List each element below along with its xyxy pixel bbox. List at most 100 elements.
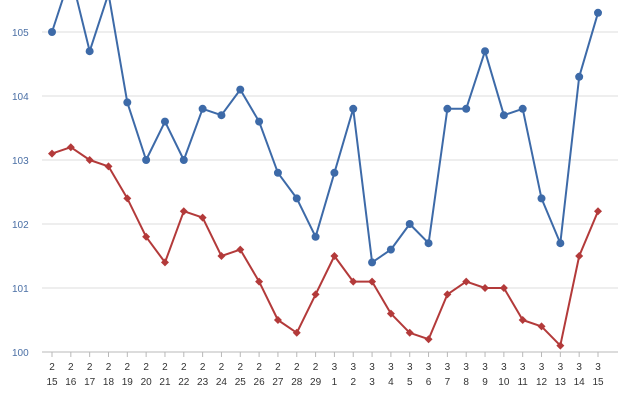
series-1-point: [198, 104, 207, 113]
x-tick-label-day: 26: [254, 377, 266, 388]
series-1-point: [424, 239, 433, 248]
x-tick-label-month: 3: [576, 362, 582, 373]
series-2-point: [179, 207, 188, 216]
series-1-point: [292, 194, 301, 203]
series-1-point: [349, 104, 358, 113]
x-tick-label-month: 3: [388, 362, 394, 373]
series-1-point: [311, 232, 320, 241]
series-2-point: [424, 335, 433, 344]
x-tick-label-day: 10: [498, 377, 510, 388]
x-tick-label-day: 27: [272, 377, 284, 388]
y-tick-label: 104: [12, 92, 29, 103]
series-2-point: [198, 213, 207, 222]
x-tick-label-day: 15: [46, 377, 58, 388]
series-1-point: [575, 72, 584, 81]
series-1-point: [386, 245, 395, 254]
x-tick-label-month: 3: [539, 362, 545, 373]
x-tick-label-day: 5: [407, 377, 413, 388]
series-2-point: [236, 245, 245, 254]
x-tick-label-month: 2: [106, 362, 112, 373]
x-tick-label-month: 3: [332, 362, 338, 373]
series-2-point: [556, 341, 565, 350]
series-1-point: [123, 98, 132, 107]
series-1-point: [255, 117, 264, 126]
x-tick-label-month: 2: [237, 362, 243, 373]
series-1-point: [48, 28, 56, 36]
series-1-point: [405, 220, 414, 228]
series-2-point: [66, 143, 75, 152]
series-1-point: [518, 104, 527, 113]
y-tick-label: 103: [12, 156, 29, 167]
x-tick-label-month: 3: [407, 362, 413, 373]
x-tick-label-day: 1: [332, 377, 338, 388]
series-1-point: [481, 47, 490, 56]
x-tick-label-day: 14: [574, 377, 586, 388]
series-1-point: [537, 194, 546, 203]
x-tick-label-day: 20: [141, 377, 153, 388]
series-2-point: [85, 156, 94, 164]
series-2-point: [292, 328, 301, 337]
series-2-point: [518, 316, 527, 324]
x-tick-label-day: 8: [463, 377, 469, 388]
x-tick-label-day: 6: [426, 377, 432, 388]
x-axis: 2152162172182192202212222232242252262272…: [46, 352, 604, 388]
series-2-point: [537, 322, 546, 331]
x-tick-label-day: 11: [517, 377, 528, 388]
series-2-point: [594, 207, 602, 216]
series-2-point: [330, 252, 339, 260]
series-1-point: [330, 168, 339, 177]
x-tick-label-month: 2: [49, 362, 55, 373]
series-2-point: [311, 290, 320, 299]
y-tick-label: 105: [12, 28, 29, 39]
series-2-point: [123, 194, 132, 203]
series-1-point: [179, 156, 188, 164]
x-tick-label-day: 13: [555, 377, 567, 388]
x-tick-label-month: 2: [68, 362, 74, 373]
series-2-line: [51, 146, 599, 347]
x-tick-label-day: 23: [197, 377, 209, 388]
series-1-line: [51, 0, 599, 264]
x-tick-label-day: 17: [84, 377, 96, 388]
x-tick-label-day: 2: [350, 377, 356, 388]
x-tick-label-month: 2: [87, 362, 93, 373]
x-tick-label-month: 2: [162, 362, 168, 373]
x-tick-label-day: 18: [103, 377, 115, 388]
series-1-point: [556, 239, 565, 248]
x-tick-label-day: 21: [159, 377, 171, 388]
series-2-point: [499, 284, 508, 292]
x-tick-label-month: 2: [294, 362, 300, 373]
x-tick-label-month: 2: [275, 362, 281, 373]
series-1-point: [273, 168, 282, 177]
x-tick-label-month: 2: [256, 362, 262, 373]
series-2-point: [386, 309, 395, 318]
series-1-point: [217, 111, 226, 120]
series-2-point: [481, 284, 490, 292]
x-tick-label-month: 2: [313, 362, 319, 373]
x-tick-label-day: 15: [592, 377, 604, 388]
series-2-point: [349, 277, 358, 286]
x-tick-label-month: 2: [143, 362, 149, 373]
x-tick-label-month: 3: [501, 362, 507, 373]
series-2-point: [142, 232, 151, 241]
series-2-point: [217, 252, 226, 260]
x-tick-label-day: 29: [310, 377, 322, 388]
x-tick-label-month: 3: [350, 362, 356, 373]
series-1-point: [443, 104, 452, 113]
x-tick-label-month: 2: [181, 362, 187, 373]
x-tick-label-day: 19: [122, 377, 134, 388]
x-tick-label-month: 3: [558, 362, 564, 373]
x-tick-label-month: 2: [125, 362, 131, 373]
x-tick-label-day: 12: [536, 377, 548, 388]
series-2-point: [104, 162, 113, 171]
series-2-point: [575, 252, 584, 260]
x-tick-label-month: 3: [445, 362, 451, 373]
series-1-point: [594, 8, 602, 17]
series-2-point: [443, 290, 452, 299]
x-tick-label-month: 3: [463, 362, 469, 373]
x-tick-label-day: 4: [388, 377, 394, 388]
x-tick-label-month: 2: [200, 362, 206, 373]
gridlines: [42, 31, 618, 353]
y-tick-label: 100: [12, 348, 29, 359]
x-tick-label-month: 2: [219, 362, 225, 373]
x-tick-label-day: 28: [291, 377, 303, 388]
